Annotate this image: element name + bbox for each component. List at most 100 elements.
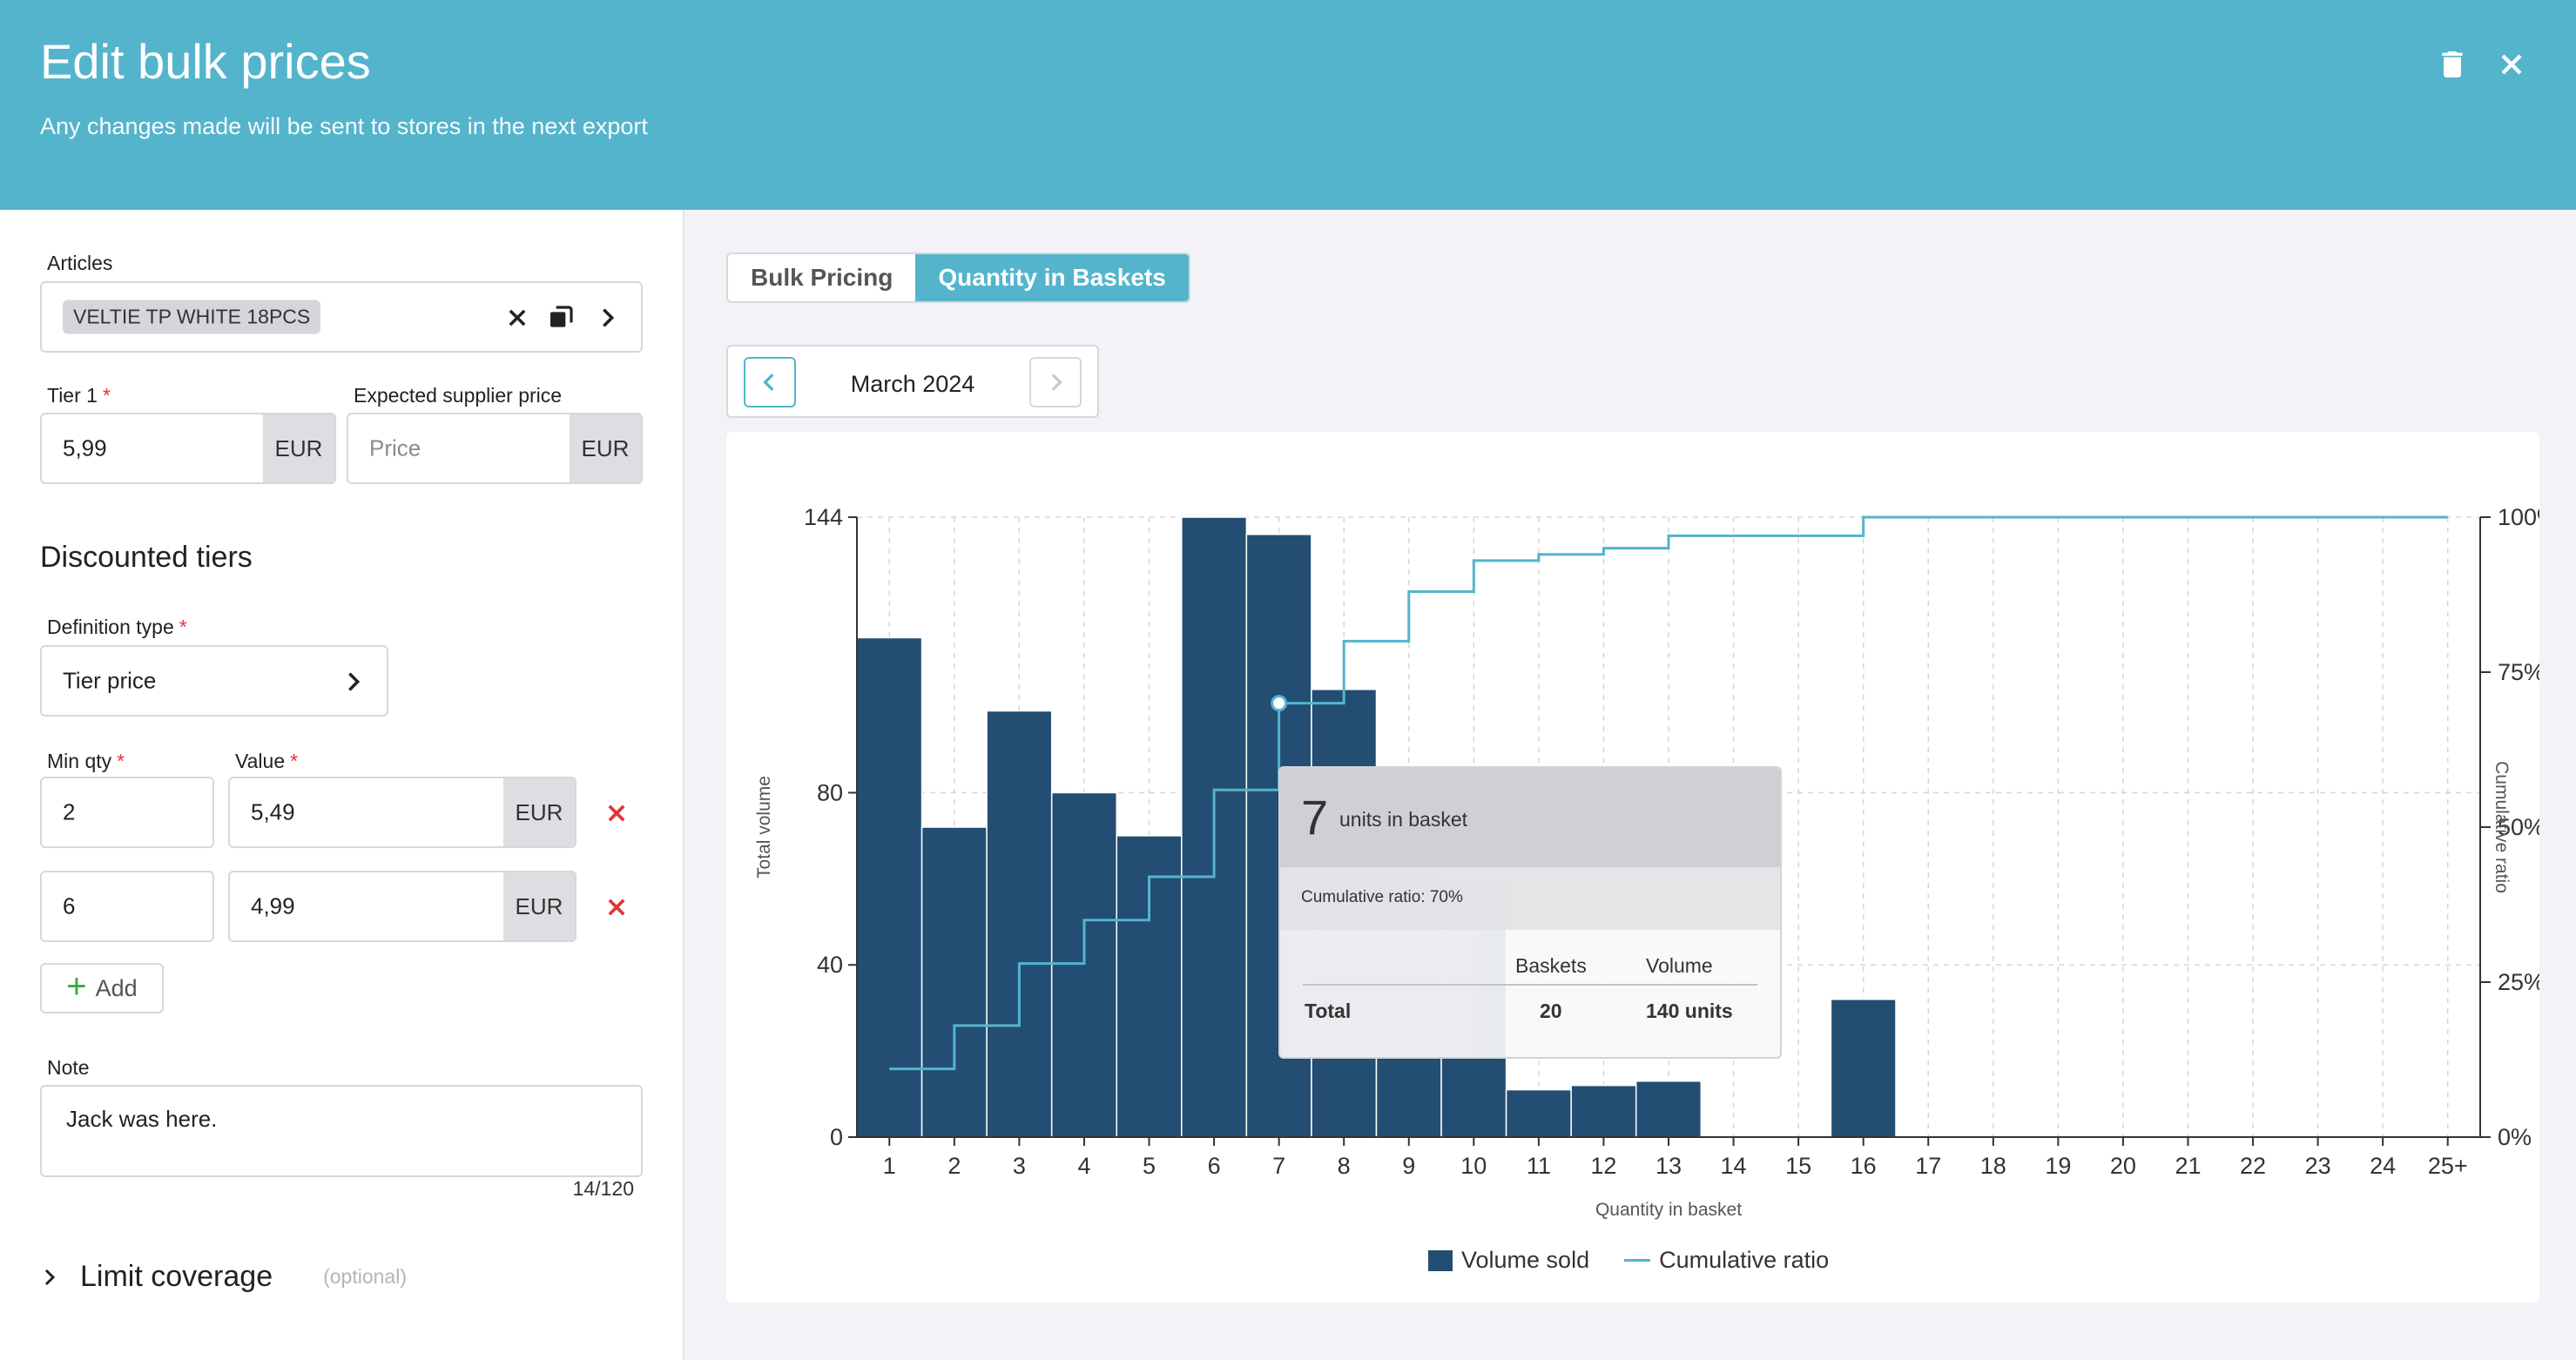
legend-label: Cumulative ratio <box>1659 1247 1830 1273</box>
x-tick-label: 5 <box>1143 1153 1156 1179</box>
definition-type-value: Tier price <box>63 667 157 694</box>
y-tick-label: 144 <box>804 504 843 530</box>
article-chip[interactable]: VELTIE TP WHITE 18PCS <box>63 300 321 334</box>
tab-quantity-in-baskets[interactable]: Quantity in Baskets <box>915 254 1189 301</box>
tier-value[interactable]: 4,99 <box>251 892 295 919</box>
chevron-right-icon[interactable] <box>596 306 620 330</box>
currency-suffix: EUR <box>570 414 641 482</box>
limit-coverage-label: Limit coverage <box>80 1260 273 1293</box>
supplier-price-placeholder[interactable]: Price <box>369 434 421 461</box>
chart-tooltip: 7 units in basket Cumulative ratio: 70% … <box>1278 766 1782 1059</box>
x-tick-label: 15 <box>1785 1153 1811 1179</box>
y2-axis-title: Cumulative ratio <box>2492 761 2512 893</box>
legend-label: Volume sold <box>1461 1247 1590 1273</box>
chevron-right-icon <box>40 1265 61 1289</box>
y2-tick-label: 100% <box>2498 504 2539 530</box>
x-tick-label: 9 <box>1402 1153 1415 1179</box>
current-month: March 2024 <box>850 371 975 397</box>
optional-tag: (optional) <box>323 1265 407 1288</box>
min-qty-input[interactable]: 6 <box>40 871 214 942</box>
close-icon[interactable] <box>2494 47 2529 82</box>
definition-type-label: Definition type * <box>47 616 187 638</box>
tier-value-input[interactable]: 5,49 EUR <box>228 777 577 848</box>
y-tick-label: 0 <box>830 1124 843 1150</box>
legend-swatch-bar <box>1428 1249 1453 1271</box>
tooltip-col-baskets: Baskets <box>1515 954 1587 977</box>
supplier-price-label: Expected supplier price <box>354 384 563 407</box>
tooltip-ratio: Cumulative ratio: 70% <box>1301 888 1463 906</box>
tier1-value[interactable]: 5,99 <box>63 434 107 461</box>
y-tick-label: 40 <box>817 952 843 978</box>
x-tick-label: 21 <box>2175 1153 2201 1179</box>
note-text[interactable]: Jack was here. <box>66 1106 218 1132</box>
supplier-price-input[interactable]: Price EUR <box>347 413 643 484</box>
value-label: Value * <box>235 750 299 772</box>
y-tick-label: 80 <box>817 779 843 805</box>
chart-legend: Volume sold Cumulative ratio <box>1428 1247 1829 1274</box>
tooltip-row-label: Total <box>1305 1000 1352 1022</box>
month-navigator: March 2024 <box>726 345 1099 418</box>
bar-2 <box>920 826 988 1138</box>
bar-4 <box>1050 791 1117 1138</box>
min-qty-value[interactable]: 2 <box>63 798 76 825</box>
chevron-left-icon <box>763 374 774 391</box>
x-tick-label: 20 <box>2110 1153 2136 1179</box>
x-tick-label: 12 <box>1590 1153 1616 1179</box>
limit-coverage-toggle[interactable]: Limit coverage (optional) <box>40 1260 407 1294</box>
discounted-tiers-title: Discounted tiers <box>40 541 253 574</box>
clear-icon[interactable] <box>505 306 529 330</box>
remove-tier-icon[interactable] <box>604 895 629 919</box>
copy-icon[interactable] <box>547 304 575 332</box>
legend-item-volume[interactable]: Volume sold <box>1428 1247 1589 1274</box>
tier-value[interactable]: 5,49 <box>251 798 295 825</box>
chevron-right-icon[interactable] <box>341 670 366 694</box>
legend-item-ratio[interactable]: Cumulative ratio <box>1624 1247 1829 1274</box>
page-subtitle: Any changes made will be sent to stores … <box>40 113 648 139</box>
x-tick-label: 16 <box>1851 1153 1877 1179</box>
articles-field[interactable]: VELTIE TP WHITE 18PCS <box>40 281 643 353</box>
articles-label: Articles <box>47 252 113 274</box>
bar-3 <box>986 710 1053 1138</box>
form-panel: Articles VELTIE TP WHITE 18PCS Tier 1 * 5… <box>0 210 684 1360</box>
tier-value-input[interactable]: 4,99 EUR <box>228 871 577 942</box>
y-axis-title: Total volume <box>754 776 774 879</box>
note-label: Note <box>47 1056 90 1079</box>
min-qty-value[interactable]: 6 <box>63 892 76 919</box>
tooltip-units-text: units in basket <box>1339 808 1468 831</box>
tooltip-volume: 140 units <box>1646 1000 1733 1022</box>
bar-1 <box>856 636 923 1138</box>
view-tabs: Bulk Pricing Quantity in Baskets <box>726 252 1190 303</box>
dialog-header: Edit bulk prices Any changes made will b… <box>0 0 2576 210</box>
currency-suffix: EUR <box>263 414 334 482</box>
currency-suffix: EUR <box>503 872 575 940</box>
x-tick-label: 10 <box>1460 1153 1487 1179</box>
tooltip-quantity: 7 <box>1301 790 1329 845</box>
x-tick-label: 17 <box>1915 1153 1941 1179</box>
note-textarea[interactable]: Jack was here. <box>40 1085 643 1177</box>
add-label: Add <box>95 974 138 1001</box>
min-qty-input[interactable]: 2 <box>40 777 214 848</box>
min-qty-label: Min qty * <box>47 750 125 772</box>
page-title: Edit bulk prices <box>40 34 371 89</box>
add-tier-button[interactable]: + Add <box>40 963 164 1013</box>
x-tick-label: 23 <box>2305 1153 2331 1179</box>
tab-bulk-pricing[interactable]: Bulk Pricing <box>751 264 894 291</box>
x-tick-label: 8 <box>1338 1153 1351 1179</box>
x-tick-label: 4 <box>1077 1153 1090 1179</box>
chevron-right-icon <box>1051 374 1062 391</box>
x-tick-label: 19 <box>2045 1153 2071 1179</box>
x-tick-label: 13 <box>1656 1153 1682 1179</box>
x-tick-label: 7 <box>1272 1153 1285 1179</box>
tier1-price-input[interactable]: 5,99 EUR <box>40 413 336 484</box>
currency-suffix: EUR <box>503 778 575 846</box>
next-month-button[interactable] <box>1029 357 1082 407</box>
y2-tick-label: 75% <box>2498 659 2539 685</box>
x-tick-label: 24 <box>2370 1153 2396 1179</box>
bar-12 <box>1570 1084 1637 1138</box>
definition-type-select[interactable]: Tier price <box>40 645 388 717</box>
previous-month-button[interactable] <box>744 357 796 407</box>
x-tick-label: 14 <box>1721 1153 1747 1179</box>
trash-icon[interactable] <box>2435 47 2470 82</box>
x-tick-label: 6 <box>1208 1153 1221 1179</box>
remove-tier-icon[interactable] <box>604 801 629 825</box>
